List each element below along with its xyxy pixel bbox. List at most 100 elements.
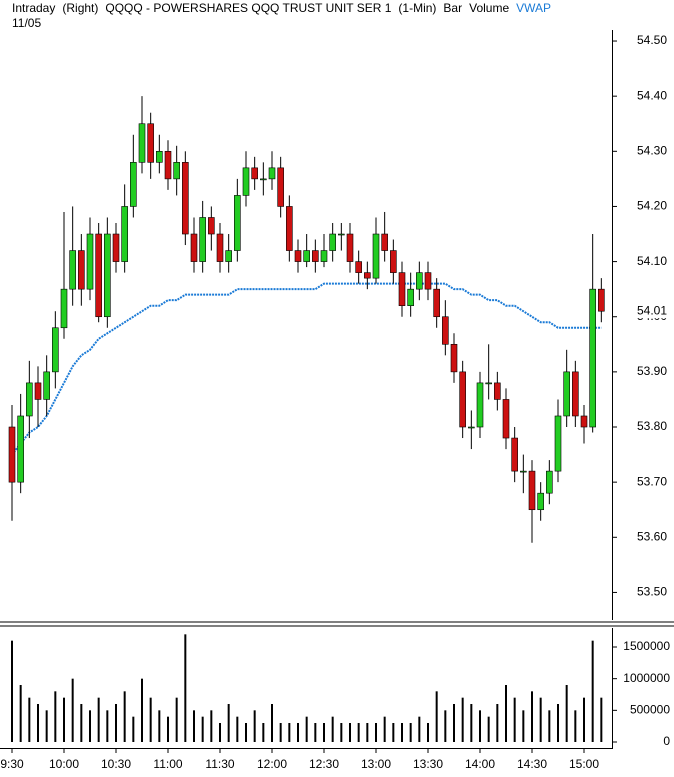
candle-body — [390, 250, 397, 273]
volume-bar — [11, 640, 13, 742]
candle-body — [572, 371, 579, 417]
candle-body — [69, 250, 76, 290]
volume-bar — [158, 710, 161, 742]
volume-bar — [167, 716, 169, 742]
volume-bar — [583, 697, 585, 742]
volume-bar — [227, 704, 230, 742]
header-label: (Right) — [62, 1, 99, 15]
volume-bar — [548, 710, 551, 742]
volume-bar — [80, 704, 83, 742]
volume-bar — [357, 723, 360, 742]
chart-header: Intraday (Right) QQQQ - POWERSHARES QQQ TR… — [12, 1, 558, 31]
candle-body — [546, 470, 553, 494]
x-tick-label: 14:00 — [465, 757, 495, 771]
volume-bar — [522, 710, 525, 742]
volume-bar — [375, 723, 377, 742]
volume-bar — [97, 697, 100, 742]
volume-tick-label: 1500000 — [623, 639, 670, 653]
candle-body — [338, 233, 345, 236]
x-tick-label: 9:30 — [0, 757, 24, 771]
candle-body — [372, 233, 380, 279]
volume-bar — [262, 723, 265, 742]
candle-body — [138, 123, 146, 163]
header-label: Intraday — [12, 1, 56, 15]
header-label: Volume — [469, 1, 510, 15]
header-date: 11/05 — [12, 16, 42, 30]
y-tick-label: 53.80 — [637, 419, 667, 433]
candle-body — [511, 437, 518, 472]
candle-body — [173, 162, 180, 180]
volume-bar — [444, 710, 447, 742]
volume-bar — [175, 697, 178, 742]
candle-body — [112, 233, 120, 262]
volume-bar — [496, 704, 499, 742]
x-tick-label: 12:00 — [257, 757, 287, 771]
candle-body — [86, 233, 94, 290]
y-tick-label: 54.10 — [637, 254, 667, 268]
volume-bar — [591, 640, 594, 742]
candle-body — [268, 167, 276, 180]
volume-bar — [63, 697, 65, 742]
candle-body — [251, 167, 258, 180]
candle-body — [520, 470, 527, 473]
header-label: Bar — [443, 1, 463, 15]
candle-body — [416, 272, 423, 290]
candle-body — [381, 233, 388, 251]
candle-body — [104, 233, 111, 318]
candle-body — [424, 272, 432, 290]
candle-body — [303, 250, 310, 262]
candle-body — [95, 233, 102, 318]
volume-bar — [141, 678, 143, 742]
y-tick-label: 54.30 — [637, 143, 667, 157]
volume-tick-label: 1000000 — [623, 671, 670, 685]
header-vwap-label: VWAP — [516, 1, 552, 15]
y-tick-label: 54.50 — [637, 33, 667, 47]
volume-bar — [340, 723, 343, 742]
volume-bar — [19, 685, 22, 742]
candle-body — [199, 217, 206, 262]
candle-body — [537, 492, 544, 511]
header-line: Intraday (Right) QQQQ - POWERSHARES QQQ TR… — [12, 1, 558, 16]
candle-body — [433, 288, 440, 318]
x-tick-label: 13:30 — [413, 757, 443, 771]
volume-bar — [123, 691, 126, 742]
candle-body — [476, 382, 484, 428]
volume-bar — [323, 723, 325, 742]
candle-body — [190, 233, 198, 262]
candle-body — [494, 382, 501, 400]
volume-bar — [470, 704, 473, 742]
candle-body — [485, 382, 492, 385]
volume-bar — [531, 691, 533, 742]
x-tick-label: 14:30 — [517, 757, 547, 771]
candle-body — [398, 272, 406, 307]
candle-body — [242, 167, 250, 196]
y-tick-label: 54.20 — [637, 199, 667, 213]
candle-body — [346, 233, 354, 262]
volume-bar — [401, 723, 403, 742]
volume-bar — [245, 723, 247, 742]
volume-bar — [435, 691, 438, 742]
volume-bar — [479, 710, 481, 742]
volume-bar — [288, 723, 291, 742]
candle-body — [312, 250, 319, 262]
volume-bar — [271, 704, 273, 742]
volume-bar — [89, 710, 91, 742]
candle-body — [34, 382, 42, 400]
candle-body — [277, 167, 284, 207]
volume-bar — [184, 634, 187, 742]
volume-bar — [557, 704, 559, 742]
volume-bar — [253, 710, 256, 742]
x-tick-label: 13:00 — [361, 757, 391, 771]
volume-bar — [383, 716, 386, 742]
volume-bar — [279, 723, 282, 742]
volume-bar — [210, 710, 213, 742]
volume-bar — [461, 697, 464, 742]
volume-bar — [331, 716, 334, 742]
volume-bar — [539, 697, 542, 742]
volume-bar — [28, 697, 31, 742]
header-label: QQQQ - POWERSHARES QQQ TRUST UNIT SER 1 — [105, 1, 392, 15]
candle-body — [147, 123, 154, 163]
candle-body — [225, 250, 232, 262]
